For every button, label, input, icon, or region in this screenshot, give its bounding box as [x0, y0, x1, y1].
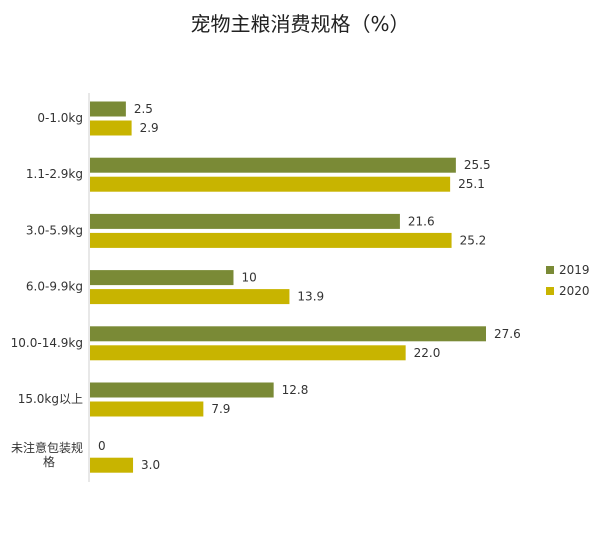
- data-label-2020: 25.2: [460, 233, 487, 247]
- category-label-line: 未注意包装规: [11, 440, 83, 455]
- bar-2020: [90, 289, 290, 305]
- data-label-2020: 13.9: [297, 290, 324, 304]
- bar-2019: [90, 101, 126, 117]
- data-label-2020: 25.1: [458, 177, 485, 191]
- legend-swatch-2019: [546, 266, 554, 274]
- category-label-line: 0-1.0kg: [37, 111, 83, 125]
- legend-label-2019: 2019: [559, 263, 590, 277]
- category-label-line: 3.0-5.9kg: [26, 223, 83, 237]
- bar-2019: [90, 270, 234, 286]
- chart-title: 宠物主粮消费规格（%）: [190, 12, 410, 36]
- data-label-2019: 12.8: [282, 383, 309, 397]
- bar-2020: [90, 176, 451, 192]
- category-label: 未注意包装规格: [11, 440, 83, 469]
- bar-2019: [90, 213, 400, 229]
- legend-swatch-2020: [546, 287, 554, 295]
- category-label: 3.0-5.9kg: [26, 223, 83, 237]
- data-label-2020: 2.9: [140, 121, 159, 135]
- bar-2020: [90, 232, 452, 248]
- category-label: 0-1.0kg: [37, 111, 83, 125]
- category-label-line: 10.0-14.9kg: [11, 336, 83, 350]
- category-label: 1.1-2.9kg: [26, 167, 83, 181]
- category-label: 10.0-14.9kg: [11, 336, 83, 350]
- legend-label-2020: 2020: [559, 284, 590, 298]
- category-label-line: 格: [43, 454, 55, 469]
- data-label-2019: 25.5: [464, 158, 491, 172]
- bar-2019: [90, 157, 456, 173]
- category-label-line: 15.0kg以上: [18, 392, 83, 406]
- data-label-2019: 27.6: [494, 327, 521, 341]
- data-label-2019: 0: [98, 439, 106, 453]
- category-label: 15.0kg以上: [18, 392, 83, 406]
- bar-2020: [90, 457, 134, 473]
- category-label-line: 6.0-9.9kg: [26, 280, 83, 294]
- bar-2020: [90, 345, 406, 361]
- category-label: 6.0-9.9kg: [26, 280, 83, 294]
- data-label-2020: 22.0: [414, 346, 441, 360]
- bar-2020: [90, 401, 204, 417]
- data-label-2020: 7.9: [211, 402, 230, 416]
- data-label-2019: 2.5: [134, 102, 153, 116]
- bar-2019: [90, 382, 274, 398]
- bar-2019: [90, 326, 486, 342]
- data-label-2020: 3.0: [141, 458, 160, 472]
- data-label-2019: 21.6: [408, 214, 435, 228]
- category-label-line: 1.1-2.9kg: [26, 167, 83, 181]
- data-label-2019: 10: [241, 271, 256, 285]
- bar-2020: [90, 120, 132, 136]
